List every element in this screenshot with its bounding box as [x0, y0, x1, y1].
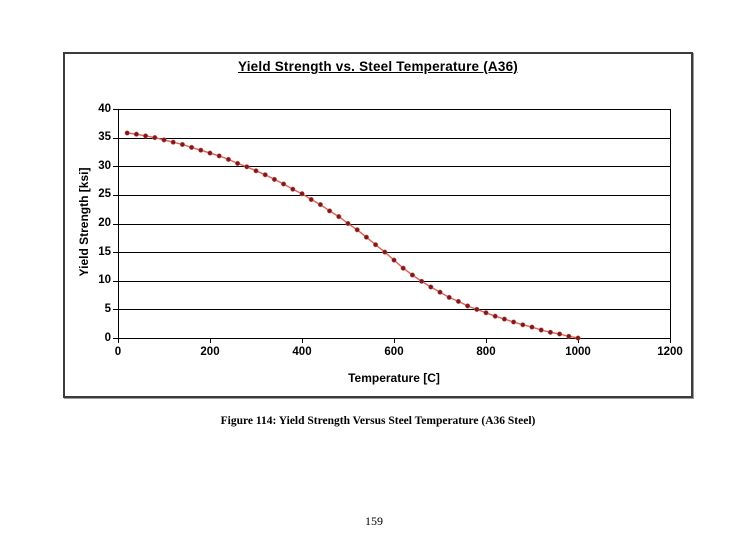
data-point [133, 131, 139, 137]
data-point [253, 168, 259, 174]
data-point [308, 196, 314, 203]
chart-title: Yield Strength vs. Steel Temperature (A3… [238, 59, 518, 74]
data-point [382, 249, 388, 255]
y-tick-label: 30 [98, 160, 111, 172]
data-point [225, 156, 231, 162]
data-point [244, 164, 250, 170]
figure-caption: Figure 114: Yield Strength Versus Steel … [220, 415, 536, 427]
y-tick-label: 35 [98, 131, 111, 143]
data-point [216, 153, 222, 159]
data-point [189, 144, 195, 150]
data-point [529, 324, 535, 330]
x-axis-title: Temperature [C] [348, 371, 440, 385]
x-tick-label: 0 [114, 346, 122, 358]
data-point [373, 242, 379, 248]
data-point [492, 313, 498, 319]
data-point [547, 329, 553, 335]
data-point [465, 303, 471, 309]
y-tick-label: 20 [98, 217, 111, 229]
y-tick-label: 15 [98, 246, 111, 258]
data-point [363, 234, 369, 240]
data-point [566, 333, 572, 339]
data-point [501, 316, 507, 322]
data-point [575, 335, 581, 341]
data-point [446, 294, 452, 300]
data-point [455, 298, 461, 304]
data-point [409, 272, 415, 278]
data-point [400, 265, 406, 271]
data-point [161, 137, 167, 143]
data-point [354, 227, 360, 233]
y-tick-label: 0 [104, 332, 111, 344]
y-tick-label: 25 [98, 188, 111, 200]
data-point [520, 322, 526, 328]
page-number: 159 [365, 514, 383, 528]
data-point [235, 160, 241, 166]
data-point [262, 172, 268, 178]
data-point [170, 139, 176, 145]
data-point [538, 327, 544, 333]
data-point [299, 191, 305, 197]
x-tick-label: 600 [384, 346, 404, 358]
data-point [327, 208, 333, 214]
data-point [557, 331, 563, 337]
data-point [437, 289, 443, 295]
data-point [336, 214, 342, 220]
data-point [317, 202, 323, 208]
data-point [207, 150, 213, 156]
y-tick-label: 5 [104, 303, 111, 315]
x-tick-label: 400 [292, 346, 312, 358]
series-markers [124, 130, 581, 341]
y-tick-marks [113, 109, 118, 339]
data-point [391, 257, 397, 263]
data-point [198, 147, 204, 153]
data-point [281, 181, 287, 187]
data-point [419, 278, 425, 284]
data-point [290, 186, 296, 192]
data-point [271, 176, 277, 182]
x-tick-label: 1000 [565, 346, 591, 358]
data-point [143, 133, 149, 139]
data-point [124, 130, 130, 136]
data-point [179, 141, 185, 148]
data-point [428, 284, 434, 290]
y-tick-label: 40 [98, 103, 111, 115]
data-point [345, 220, 351, 227]
data-point [474, 306, 480, 312]
data-point [152, 135, 158, 141]
series-line [127, 132, 579, 339]
x-tick-label: 200 [200, 346, 220, 358]
gridlines [118, 109, 670, 339]
x-tick-label: 1200 [657, 346, 683, 358]
data-point [511, 319, 517, 325]
x-tick-label: 800 [476, 346, 496, 358]
y-tick-label: 10 [98, 274, 111, 286]
data-point [483, 310, 489, 316]
